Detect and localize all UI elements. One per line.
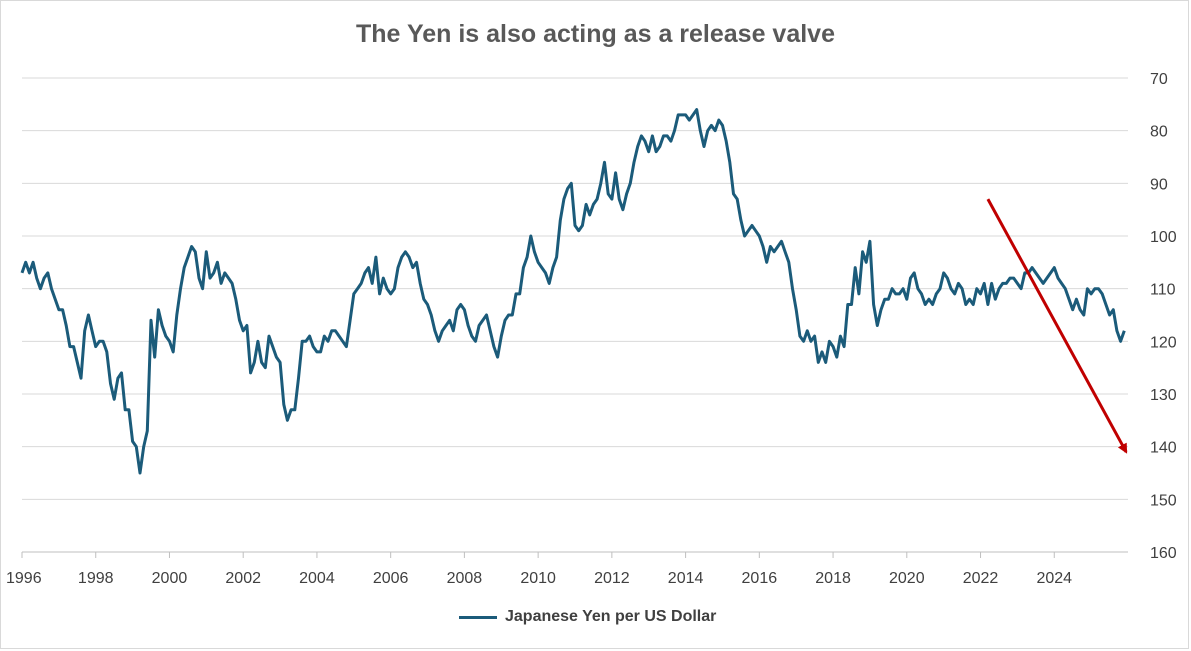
legend: Japanese Yen per US Dollar <box>459 608 716 626</box>
legend-label: Japanese Yen per US Dollar <box>505 608 717 625</box>
x-tick-label-2010: 2010 <box>520 570 556 587</box>
y-axis-ticks: 70 80 90 100 110 120 130 140 150 160 <box>1150 71 1177 562</box>
x-tick-label-2004: 2004 <box>299 570 335 587</box>
x-tick-label-2022: 2022 <box>963 570 999 587</box>
chart-title: The Yen is also acting as a release valv… <box>356 20 835 48</box>
x-tick-label-2016: 2016 <box>742 570 778 587</box>
x-tick-label-2000: 2000 <box>152 570 188 587</box>
x-tick-label-2002: 2002 <box>225 570 261 587</box>
y-tick-label-140: 140 <box>1150 440 1177 457</box>
y-tick-label-150: 150 <box>1150 492 1177 509</box>
y-tick-label-160: 160 <box>1150 545 1177 562</box>
y-tick-label-110: 110 <box>1150 282 1176 299</box>
x-tick-label-2012: 2012 <box>594 570 630 587</box>
y-tick-label-120: 120 <box>1150 334 1177 351</box>
series-line-0 <box>20 108 1126 475</box>
x-tick-label-2006: 2006 <box>373 570 409 587</box>
y-tick-label-90: 90 <box>1150 176 1168 193</box>
trend-arrow <box>986 198 1128 454</box>
x-tick-label-1996: 1996 <box>6 570 42 587</box>
y-tick-label-70: 70 <box>1150 71 1168 88</box>
legend-swatch <box>459 615 497 619</box>
x-tick-label-2020: 2020 <box>889 570 925 587</box>
series-group <box>20 108 1126 475</box>
x-tick-label-1998: 1998 <box>78 570 114 587</box>
y-tick-label-100: 100 <box>1150 229 1177 246</box>
x-tick-label-2018: 2018 <box>815 570 851 587</box>
gridlines <box>22 77 1128 500</box>
x-tick-label-2008: 2008 <box>447 570 483 587</box>
y-tick-label-80: 80 <box>1150 124 1168 141</box>
x-tick-label-2024: 2024 <box>1036 570 1072 587</box>
x-axis: 1996 1998 2000 2002 2004 2006 2008 2010 2012 2014… <box>6 551 1128 587</box>
x-tick-label-2014: 2014 <box>668 570 704 587</box>
annotations <box>986 198 1128 454</box>
y-tick-label-130: 130 <box>1150 387 1177 404</box>
